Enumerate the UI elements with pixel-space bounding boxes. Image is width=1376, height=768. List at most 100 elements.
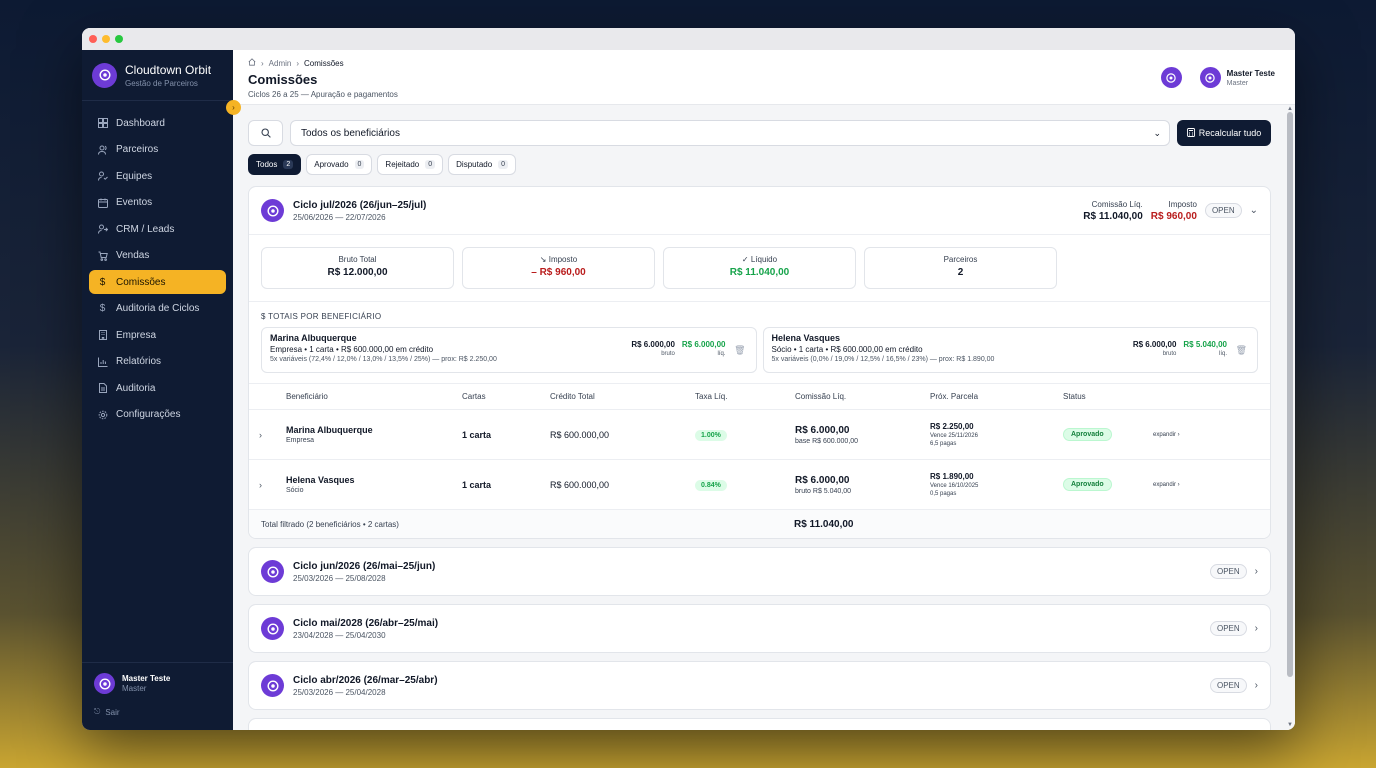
column-header[interactable]: Status (1063, 392, 1086, 401)
building-icon (97, 330, 108, 341)
chevron-right-icon[interactable]: › (259, 429, 262, 440)
cycle-card-expanded: Ciclo jul/2026 (26/jun–25/jul) 25/06/202… (248, 186, 1271, 539)
chevron-down-icon[interactable]: ⌄ (1249, 205, 1258, 216)
cycle-header[interactable]: Ciclo abr/2026 (26/mar–25/abr) 25/03/202… (249, 662, 1270, 709)
sidebar-item-auditoria[interactable]: Auditoria (89, 376, 226, 400)
total-value: R$ 11.040,00 (794, 518, 854, 530)
user-menu[interactable]: Master Teste Master (1199, 67, 1275, 88)
cycle-title: Ciclo abr/2026 (26/mar–25/abr) (293, 674, 438, 686)
cycle-card[interactable]: Ciclo jun/2026 (26/mai–25/jun) 25/03/202… (248, 547, 1271, 596)
sidebar-item-auditoria-de-ciclos[interactable]: $ Auditoria de Ciclos (89, 297, 226, 321)
column-header[interactable]: Taxa Líq. (695, 392, 728, 401)
sidebar-item-relatorios[interactable]: Relatórios (89, 350, 226, 374)
table-row[interactable]: › Helena Vasques Sócio 1 carta R$ 600.00… (249, 460, 1270, 510)
cycle-card[interactable]: Ciclo abr/2026 (26/mar–25/abr) 25/03/202… (248, 661, 1271, 710)
search-icon (260, 128, 271, 138)
beneficiary-gross: R$ 6.000,00 bruto (1133, 340, 1177, 357)
cycle-card[interactable]: Ciclo mai/2028 (26/abr–25/mai) 23/04/202… (248, 604, 1271, 653)
sidebar-item-equipes[interactable]: Equipes (89, 164, 226, 188)
chart-icon (97, 356, 108, 367)
chevron-right-icon[interactable]: › (259, 479, 262, 490)
chevron-right-icon[interactable]: › (1254, 680, 1258, 691)
tab-disputado[interactable]: Disputado 0 (448, 154, 517, 175)
stat-value: R$ 11.040,00 (729, 267, 790, 278)
dollar-icon: $ (99, 303, 106, 314)
beneficiary-card[interactable]: Helena Vasques Sócio • 1 carta • R$ 600.… (762, 327, 1258, 373)
scroll-down-arrow[interactable]: ▼ (1287, 722, 1293, 728)
minimize-window-button[interactable] (102, 35, 110, 43)
beneficiary-select-value: Todos os beneficiários (301, 127, 400, 139)
sidebar-item-eventos[interactable]: Eventos (89, 191, 226, 215)
column-header[interactable]: Cartas (462, 392, 486, 401)
cycle-stats: Bruto Total R$ 12.000,00 ↘ Imposto – R$ … (249, 235, 1270, 302)
sidebar-collapse-toggle[interactable]: › (226, 100, 241, 115)
sidebar-item-configuracoes[interactable]: Configurações (89, 403, 226, 427)
page-title: Comissões (248, 72, 318, 87)
beneficiary-net-label: líq. (1218, 351, 1227, 357)
sidebar-item-comissoes[interactable]: $ Comissões (89, 270, 226, 294)
beneficiary-summary: Empresa • 1 carta • R$ 600.000,00 em cré… (270, 345, 434, 354)
beneficiary-card[interactable]: Marina Albuquerque Empresa • 1 carta • R… (261, 327, 757, 373)
sidebar-user[interactable]: Master Teste Master (94, 673, 221, 694)
tab-label: Aprovado (314, 160, 349, 169)
row-cards: 1 carta (462, 429, 492, 440)
sidebar-footer: Master Teste Master ⎋ Sair (82, 662, 233, 730)
sidebar-item-label: Relatórios (116, 356, 162, 367)
vertical-scrollbar[interactable] (1287, 112, 1293, 677)
sidebar-user-role: Master (122, 684, 147, 693)
cycle-header[interactable]: Ciclo jul/2026 (26/jun–25/jul) 25/06/202… (249, 187, 1270, 235)
sidebar-item-label: Vendas (116, 250, 150, 261)
maximize-window-button[interactable] (115, 35, 123, 43)
beneficiary-select[interactable]: Todos os beneficiários ⌄ (290, 120, 1170, 146)
logout-button[interactable]: ⎋ Sair (94, 707, 221, 717)
stat-parceiros: Parceiros 2 (864, 247, 1057, 289)
cycle-card-partial[interactable] (248, 718, 1271, 730)
cart-icon (97, 250, 108, 261)
home-icon[interactable] (248, 58, 256, 68)
row-commission: R$ 6.000,00 (795, 474, 850, 486)
sidebar-item-vendas[interactable]: Vendas (89, 244, 226, 268)
chevron-right-icon[interactable]: › (1254, 566, 1258, 577)
sidebar-item-crm-leads[interactable]: CRM / Leads (89, 217, 226, 241)
column-header[interactable]: Crédito Total (550, 392, 595, 401)
cycle-header[interactable]: Ciclo mai/2028 (26/abr–25/mai) 23/04/202… (249, 605, 1270, 652)
trash-icon[interactable]: 🗑 (1235, 345, 1247, 355)
chevron-right-icon[interactable]: › (1254, 623, 1258, 634)
beneficiary-gross: R$ 6.000,00 bruto (631, 340, 675, 357)
column-header[interactable]: Comissão Líq. (795, 392, 847, 401)
column-header[interactable]: Beneficiário (286, 392, 328, 401)
header-actions: Master Teste Master (1160, 67, 1275, 88)
expand-link[interactable]: expandir › (1153, 481, 1180, 488)
recalculate-all-button[interactable]: Recalcular tudo (1177, 120, 1271, 146)
sidebar-item-label: Auditoria (116, 382, 156, 394)
expand-link[interactable]: expandir › (1153, 431, 1180, 438)
tab-rejeitado[interactable]: Rejeitado 0 (377, 154, 444, 175)
sidebar-item-dashboard[interactable]: Dashboard (89, 111, 226, 135)
sidebar-item-parceiros[interactable]: Parceiros (89, 138, 226, 162)
orbit-icon (261, 560, 284, 583)
header-user-name: Master Teste (1226, 68, 1275, 78)
column-header[interactable]: Próx. Parcela (930, 392, 979, 401)
close-window-button[interactable] (89, 35, 97, 43)
beneficiary-net: R$ 5.040,00 líq. (1183, 340, 1227, 357)
cycle-dates: 25/06/2026 — 22/07/2026 (293, 212, 386, 222)
commissions-content: Todos os beneficiários ⌄ Recalcular tudo… (233, 105, 1295, 730)
scroll-up-arrow[interactable]: ▲ (1287, 106, 1293, 112)
page-header: › Admin › Comissões Comissões Ciclos 26 … (233, 50, 1295, 105)
cycle-header[interactable]: Ciclo jun/2026 (26/mai–25/jun) 25/03/202… (249, 548, 1270, 595)
recalculate-label: Recalcular tudo (1198, 128, 1262, 138)
row-next-value: R$ 2.250,00 (930, 422, 974, 431)
trash-icon[interactable]: 🗑 (734, 345, 746, 355)
sidebar-item-label: CRM / Leads (116, 223, 175, 235)
tab-todos[interactable]: Todos 2 (248, 154, 302, 175)
breadcrumb-admin[interactable]: Admin (268, 58, 292, 68)
tab-aprovado[interactable]: Aprovado 0 (306, 154, 373, 175)
sidebar-item-empresa[interactable]: Empresa (89, 323, 226, 347)
notifications-button[interactable] (1160, 67, 1182, 88)
stat-label: ✓ Líquido (741, 255, 778, 264)
status-badge: OPEN (1209, 678, 1247, 693)
table-row[interactable]: › Marina Albuquerque Empresa 1 carta R$ … (249, 410, 1270, 460)
search-button[interactable] (248, 120, 283, 146)
calendar-icon (97, 197, 108, 208)
orbit-icon (261, 674, 284, 697)
